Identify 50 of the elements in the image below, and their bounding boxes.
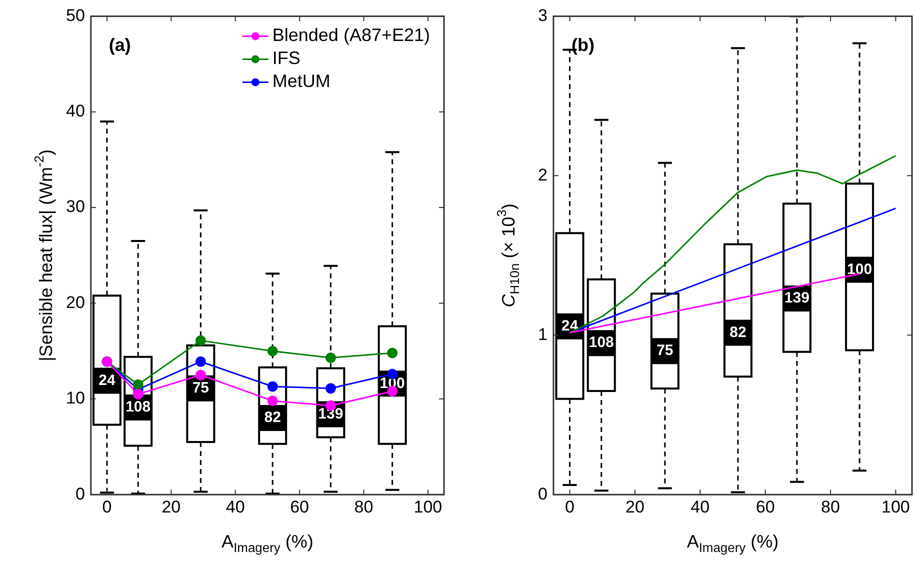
annotation: (b) [571, 35, 594, 56]
x-tick-label: 40 [226, 497, 245, 516]
x-tick-label: 40 [690, 497, 710, 516]
y-axis-title: CH10n (× 103) [494, 204, 522, 308]
y-tick-label: 1 [538, 324, 548, 344]
y-axis-title: |Sensible heat flux| (Wm-2) [32, 149, 56, 362]
point [325, 383, 336, 394]
annotation: 82 [264, 409, 281, 426]
legend-label: Blended (A87+E21) [272, 25, 430, 46]
y-tick-label: 50 [66, 6, 85, 25]
annotation: 108 [588, 334, 614, 352]
annotation: 139 [784, 290, 810, 307]
annotation: 100 [847, 260, 872, 278]
y-tick-label: 0 [538, 484, 548, 504]
point [195, 370, 206, 380]
x-tick-label: 80 [354, 497, 374, 516]
x-tick-label: 20 [625, 497, 644, 516]
y-tick-label: 30 [66, 197, 85, 216]
point [195, 335, 206, 346]
point [267, 346, 278, 356]
point [267, 396, 278, 406]
x-tick-label: 20 [162, 497, 181, 516]
point [387, 348, 398, 358]
legend-label: IFS [272, 48, 300, 68]
x-tick-label: 100 [414, 497, 442, 516]
point [132, 379, 144, 390]
y-tick-label: 0 [75, 484, 85, 504]
legend-label: MetUM [272, 71, 330, 92]
annotation: 24 [561, 318, 579, 335]
point [195, 356, 206, 367]
x-tick-label: 80 [821, 497, 840, 516]
point [325, 352, 336, 364]
x-tick-label: 0 [102, 497, 112, 516]
y-tick-label: 2 [538, 165, 548, 184]
annotation: 108 [126, 398, 151, 416]
annotation: 75 [656, 342, 674, 360]
point [267, 381, 278, 392]
annotation: 82 [730, 324, 746, 341]
y-tick-label: 10 [66, 388, 85, 408]
x-tick-label: 100 [882, 497, 910, 516]
y-tick-label: 3 [538, 6, 548, 25]
x-tick-label: 60 [290, 497, 310, 516]
y-tick-label: 40 [66, 102, 85, 121]
point [132, 388, 144, 400]
annotation: 75 [192, 380, 210, 397]
annotation: (a) [108, 35, 131, 56]
y-tick-label: 20 [66, 292, 85, 312]
annotation: 24 [98, 372, 116, 389]
x-tick-label: 0 [565, 497, 574, 516]
x-tick-label: 60 [756, 497, 775, 516]
